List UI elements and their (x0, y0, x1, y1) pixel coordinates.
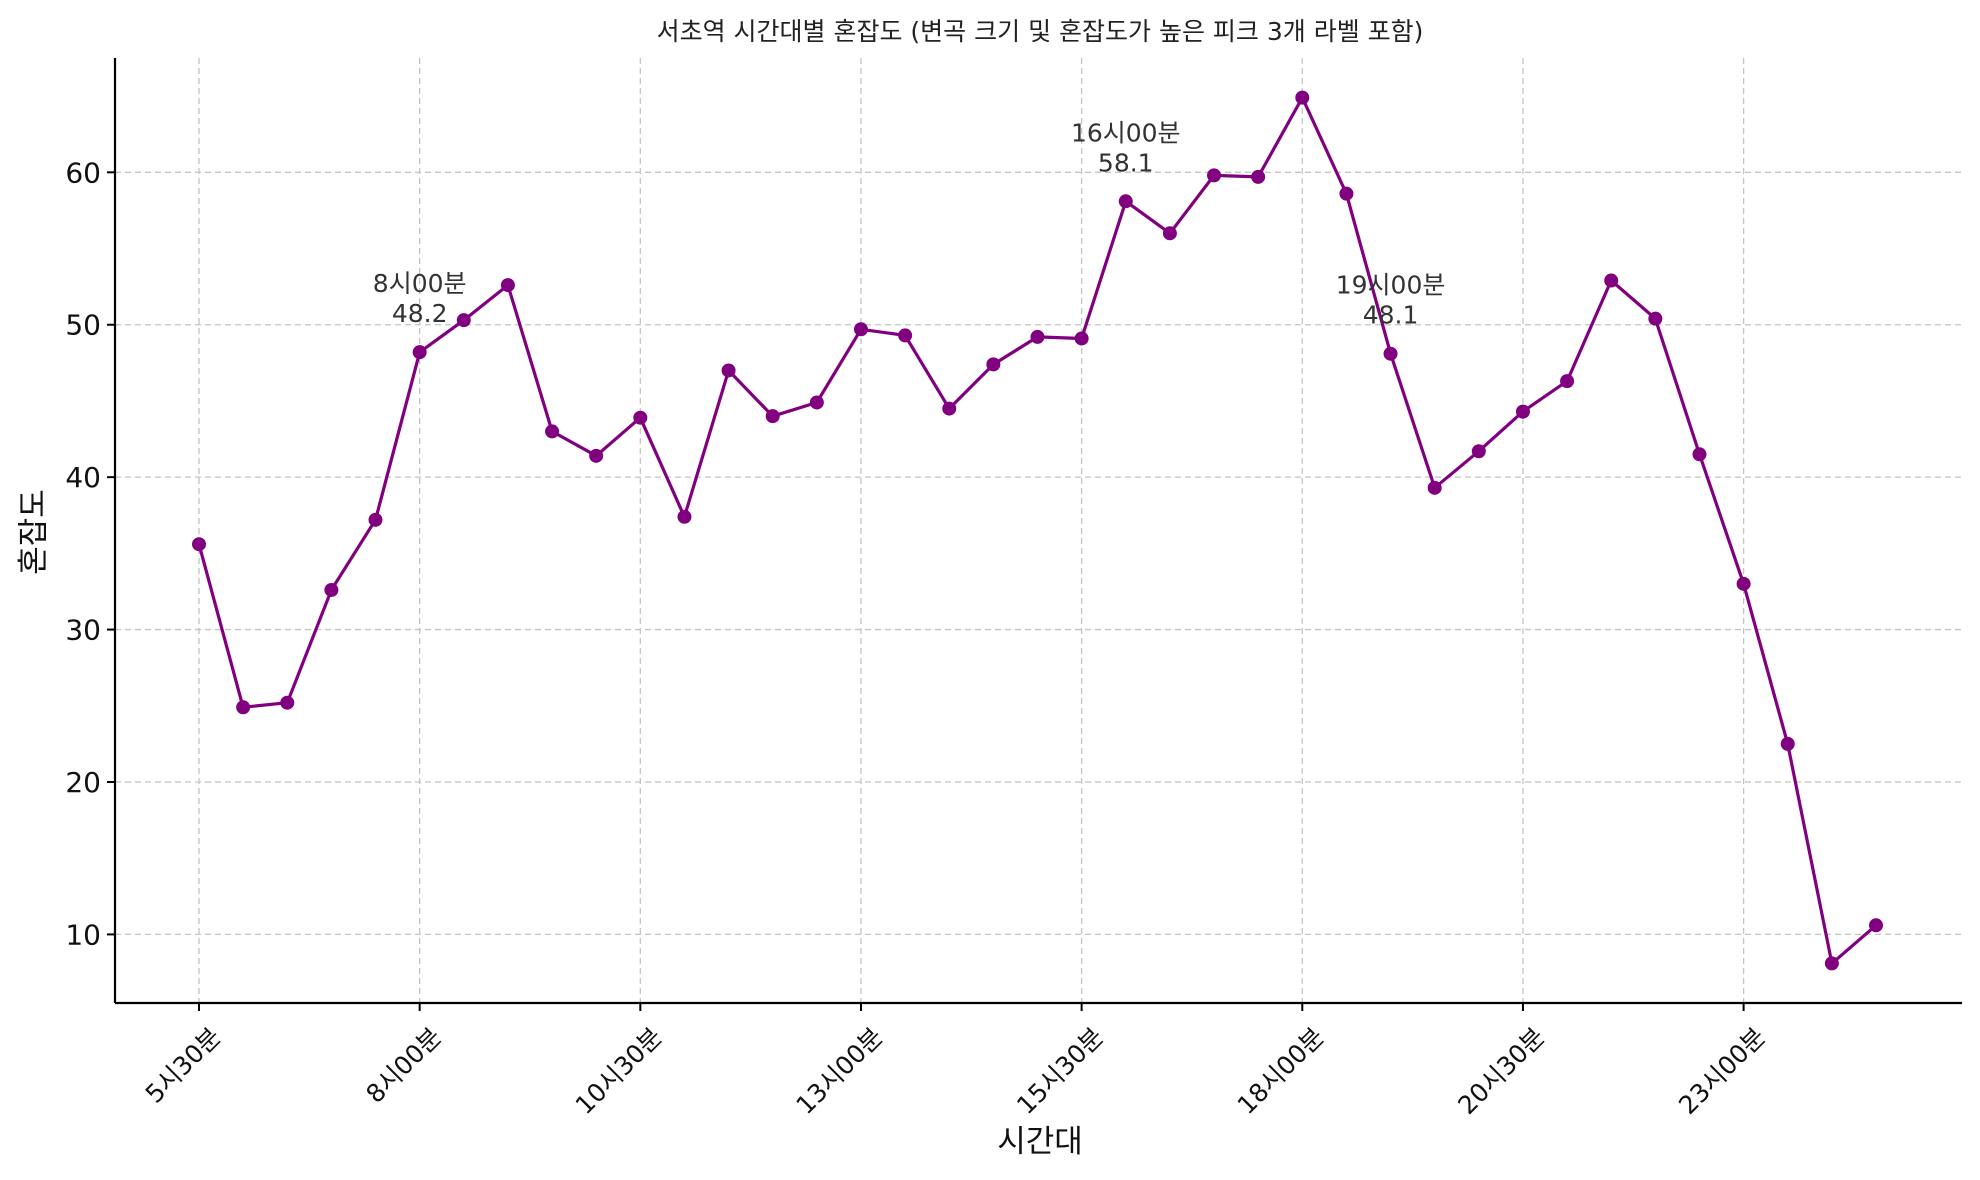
data-point (1339, 186, 1354, 201)
series-layer (192, 90, 1883, 971)
x-tick-label: 15시30분 (1011, 1022, 1109, 1120)
data-point (324, 582, 339, 597)
axes-spines (113, 58, 1962, 1005)
data-point (1692, 447, 1707, 462)
y-axis-label: 혼잡도 (16, 489, 52, 575)
data-point (1648, 311, 1663, 326)
y-tick-label: 40 (65, 461, 101, 494)
x-tick-label: 10시30분 (570, 1022, 668, 1120)
data-point (677, 509, 692, 524)
y-tick-label: 10 (65, 918, 101, 951)
x-tick-label: 5시30분 (140, 1022, 227, 1109)
data-point (1824, 956, 1839, 971)
data-point (1251, 169, 1266, 184)
data-point (1780, 736, 1795, 751)
annotation-value: 58.1 (1098, 148, 1154, 177)
data-point (853, 322, 868, 337)
data-point (1604, 273, 1619, 288)
x-tick-label: 18시00분 (1232, 1022, 1330, 1120)
x-tick-label: 8시00분 (360, 1022, 447, 1109)
data-point (1515, 404, 1530, 419)
annotation-value: 48.1 (1363, 301, 1419, 330)
data-point (809, 395, 824, 410)
x-axis-ticks: 5시30분 8시00분 10시30분 13시00분 15시30분 18시00분 20시30분… (140, 1003, 1771, 1120)
data-point (1118, 194, 1133, 209)
data-point (1560, 374, 1575, 389)
data-point (1427, 480, 1442, 495)
grid-layer (115, 58, 1962, 1003)
data-point (1074, 331, 1089, 346)
data-point (1471, 444, 1486, 459)
x-axis-label: 시간대 (997, 1124, 1083, 1160)
data-point (412, 345, 427, 360)
annotation-value: 48.2 (392, 299, 448, 328)
data-point (986, 357, 1001, 372)
data-point (898, 328, 913, 343)
data-point (192, 537, 206, 552)
annotation-label: 8시00분 (373, 269, 467, 298)
data-point (280, 695, 295, 710)
x-tick-label: 13시00분 (790, 1022, 888, 1120)
data-point (1030, 329, 1045, 344)
data-point (1736, 576, 1751, 591)
y-axis-ticks: 10 20 30 40 50 60 (65, 156, 115, 951)
annotation-label: 16시00분 (1071, 118, 1181, 147)
x-tick-label: 20시30분 (1452, 1022, 1550, 1120)
data-point (456, 313, 471, 328)
data-point (1383, 346, 1398, 361)
data-point (721, 363, 736, 378)
data-point (1869, 918, 1883, 933)
data-point (236, 700, 251, 715)
data-point (368, 512, 383, 527)
chart-title: 서초역 시간대별 혼잡도 (변곡 크기 및 혼잡도가 높은 피크 3개 라벨 포… (657, 17, 1424, 46)
series-line (197, 95, 1878, 966)
data-point (1162, 226, 1177, 241)
annotation-label: 19시00분 (1336, 271, 1446, 300)
y-tick-label: 50 (65, 309, 101, 342)
data-point (633, 410, 648, 425)
data-point (942, 401, 957, 416)
data-point (500, 278, 515, 293)
y-tick-label: 30 (65, 614, 101, 647)
y-tick-label: 20 (65, 766, 101, 799)
data-point (765, 409, 780, 424)
x-tick-label: 23시00분 (1673, 1022, 1771, 1120)
data-point (1207, 168, 1222, 183)
data-point (1295, 90, 1310, 105)
y-tick-label: 60 (65, 156, 101, 189)
data-point (545, 424, 560, 439)
data-point (589, 448, 604, 463)
